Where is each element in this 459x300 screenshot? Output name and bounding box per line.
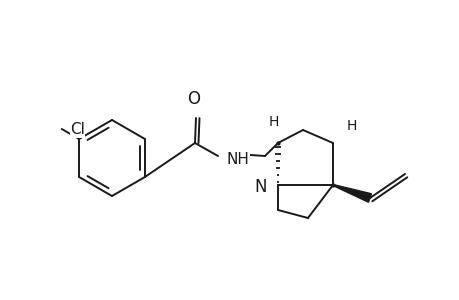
Text: H: H: [268, 115, 279, 129]
Polygon shape: [332, 184, 371, 202]
Text: O: O: [187, 90, 200, 108]
Text: Cl: Cl: [70, 122, 84, 137]
Text: H: H: [346, 119, 357, 133]
Text: NH: NH: [226, 152, 249, 166]
Text: N: N: [254, 178, 266, 196]
